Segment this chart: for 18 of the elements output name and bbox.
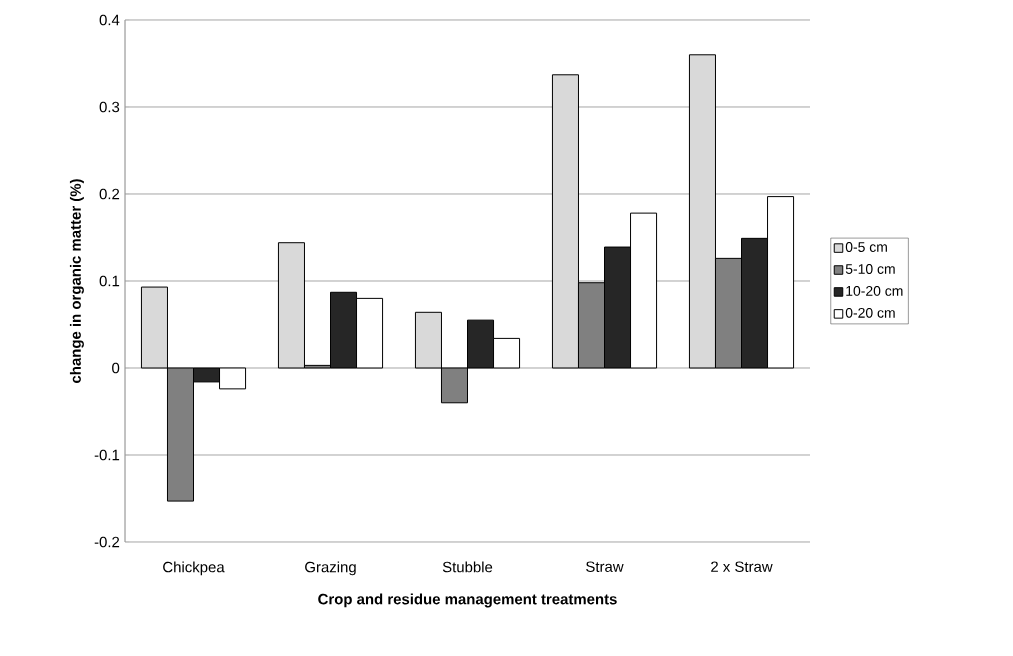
x-tick-label: Chickpea [163, 561, 225, 576]
x-tick-label: Grazing [305, 561, 356, 576]
y-tick-label: 0.2 [99, 188, 120, 200]
legend-label: 5-10 cm [845, 264, 895, 274]
y-tick-label: 0.4 [99, 14, 120, 26]
x-axis-title: Crop and residue management treatments [318, 593, 617, 608]
legend-label: 0-5 cm [845, 242, 887, 252]
x-tick-label: Straw [586, 561, 624, 572]
y-axis-title: change in organic matter (%) [69, 179, 84, 383]
y-tick-label: -0.1 [94, 449, 120, 461]
y-tick-label: -0.2 [94, 536, 120, 548]
y-tick-label: 0.3 [99, 101, 120, 113]
x-tick-label: Stubble [442, 561, 493, 573]
y-tick-label: 0 [112, 362, 120, 374]
y-tick-label: 0.1 [99, 275, 120, 287]
legend-label: 0-20 cm [845, 307, 895, 318]
legend-label: 10-20 cm [846, 285, 903, 296]
x-tick-label: 2 x Straw [711, 561, 773, 572]
